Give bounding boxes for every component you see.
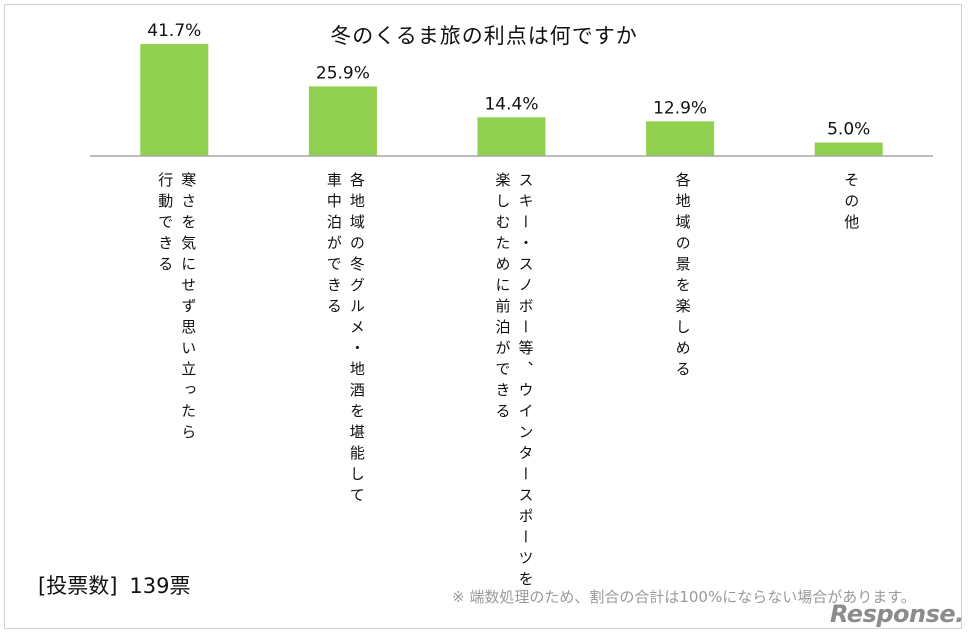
- category-label-4: その他: [842, 172, 861, 235]
- category-label-3: 各地域の景を楽しめる: [673, 172, 692, 382]
- bar-4: [814, 142, 883, 156]
- chart-title: 冬のくるま旅の利点は何ですか: [330, 24, 638, 48]
- watermark-logo: Response.: [830, 600, 964, 628]
- data-label-1: 25.9%: [316, 63, 370, 83]
- data-label-0: 41.7%: [147, 21, 201, 41]
- bar-2: [477, 117, 546, 156]
- vote-count-value: 139票: [129, 574, 191, 598]
- bar-0: [140, 43, 209, 156]
- chart-frame: [4, 4, 962, 629]
- rounding-note: ※ 端数処理のため、割合の合計は100%にならない場合があります。: [452, 588, 916, 606]
- data-label-2: 14.4%: [484, 94, 538, 114]
- data-label-3: 12.9%: [653, 98, 707, 118]
- category-label-2: スキー・スノボー等、ウインタースポーツを 楽しむために前泊ができる: [493, 172, 535, 592]
- category-label-1: 各地域の冬グルメ・地酒を堪能して 車中泊ができる: [324, 172, 366, 508]
- bar-3: [646, 121, 715, 156]
- vote-count: [投票数] 139票: [38, 570, 202, 600]
- vote-count-label: [投票数]: [38, 574, 118, 598]
- bar-1: [308, 86, 377, 156]
- category-label-0: 寒さを気にせず思い立ったら 行動できる: [156, 172, 198, 445]
- data-label-4: 5.0%: [827, 120, 870, 140]
